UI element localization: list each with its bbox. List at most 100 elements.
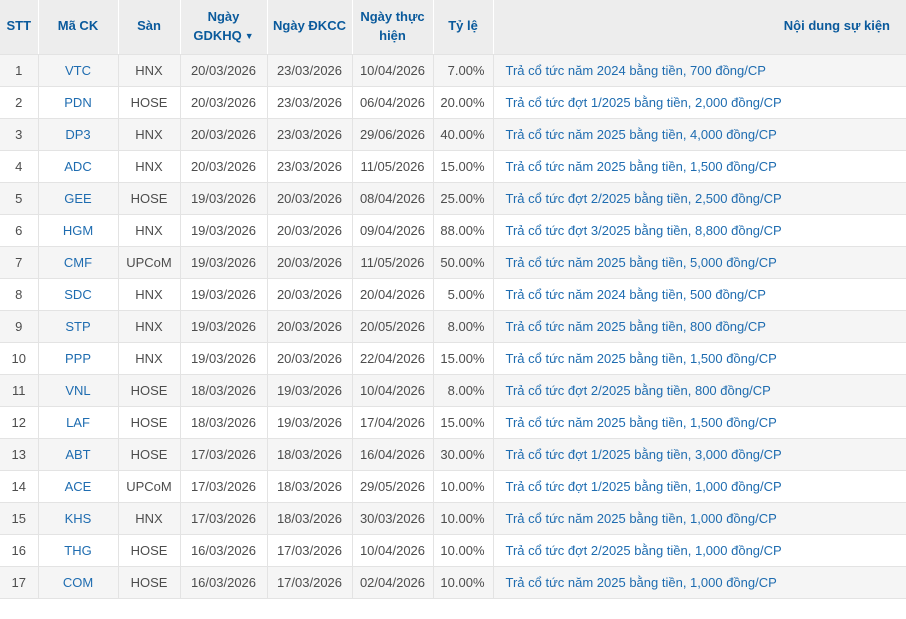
cell-san: UPCoM [117,245,180,278]
column-header-ty_le[interactable]: Tỷ lệ [432,0,493,55]
record-date: 23/03/2026 [276,158,343,174]
column-header-dkcc[interactable]: Ngày ĐKCC [266,0,352,55]
event-description-link[interactable]: Trả cổ tức năm 2024 bằng tiền, 700 đồng/… [505,62,766,78]
cell-noi_dung: Trả cổ tức năm 2025 bằng tiền, 1,000 đồn… [492,501,906,534]
ticker-link[interactable]: VTC [65,62,91,78]
cell-ty_le: 15.00% [432,405,493,438]
ticker-link[interactable]: SDC [64,286,92,302]
row-index: 15 [11,510,26,526]
event-description-link[interactable]: Trả cổ tức đợt 3/2025 bằng tiền, 8,800 đ… [505,222,782,238]
cell-thuc_hien: 16/04/2026 [351,437,433,470]
cell-ma_ck: PDN [37,85,118,118]
cell-noi_dung: Trả cổ tức đợt 1/2025 bằng tiền, 2,000 đ… [492,85,906,118]
cell-gdkhq: 20/03/2026 [179,85,267,118]
exchange-label: HNX [135,62,163,78]
ticker-link[interactable]: THG [64,542,92,558]
cell-san: HOSE [117,533,180,566]
ex-dividend-date: 19/03/2026 [190,190,257,206]
cell-gdkhq: 19/03/2026 [179,309,267,342]
column-header-san[interactable]: Sàn [117,0,180,55]
cell-thuc_hien: 10/04/2026 [351,533,433,566]
table-row: 7 CMF UPCoM 19/03/2026 20/03/2026 11/05/2026 5… [0,245,906,278]
ticker-link[interactable]: STP [65,318,91,334]
event-description-link[interactable]: Trả cổ tức năm 2025 bằng tiền, 1,500 đồn… [505,414,777,430]
ticker-link[interactable]: PPP [64,350,91,366]
record-date: 17/03/2026 [276,574,343,590]
table-row: 10 PPP HNX 19/03/2026 20/03/2026 22/04/2026 15… [0,341,906,374]
column-header-label: Ngày GDKHQ [193,8,242,43]
cell-san: HOSE [117,405,180,438]
cell-gdkhq: 18/03/2026 [179,405,267,438]
column-header-noi_dung[interactable]: Nội dung sự kiện [492,0,906,55]
ticker-link[interactable]: GEE [64,190,92,206]
ticker-link[interactable]: COM [62,574,94,590]
ratio-value: 8.00% [447,318,485,334]
ticker-link[interactable]: ABT [65,446,91,462]
execution-date: 02/04/2026 [359,574,426,590]
execution-date: 11/05/2026 [360,254,425,270]
cell-stt: 15 [0,501,38,534]
exchange-label: HOSE [130,542,168,558]
cell-ma_ck: THG [37,533,118,566]
cell-thuc_hien: 20/05/2026 [351,309,433,342]
column-header-thuc_hien[interactable]: Ngày thực hiện [351,0,433,55]
ticker-link[interactable]: CMF [63,254,93,270]
event-description-link[interactable]: Trả cổ tức năm 2025 bằng tiền, 1,500 đồn… [505,350,777,366]
column-header-ma_ck[interactable]: Mã CK [37,0,118,55]
cell-ty_le: 10.00% [432,501,493,534]
table-row: 1 VTC HNX 20/03/2026 23/03/2026 10/04/2026 7.0… [0,53,906,86]
ticker-link[interactable]: KHS [64,510,92,526]
event-description-link[interactable]: Trả cổ tức đợt 1/2025 bằng tiền, 2,000 đ… [505,94,782,110]
event-description-link[interactable]: Trả cổ tức năm 2025 bằng tiền, 800 đồng/… [505,318,766,334]
event-description-link[interactable]: Trả cổ tức năm 2024 bằng tiền, 500 đồng/… [505,286,766,302]
ratio-value: 15.00% [440,350,485,366]
event-description-link[interactable]: Trả cổ tức năm 2025 bằng tiền, 4,000 đồn… [505,126,777,142]
event-description-link[interactable]: Trả cổ tức đợt 2/2025 bằng tiền, 1,000 đ… [505,542,782,558]
exchange-label: UPCoM [126,254,172,270]
event-description-link[interactable]: Trả cổ tức đợt 2/2025 bằng tiền, 2,500 đ… [505,190,782,206]
event-description-link[interactable]: Trả cổ tức năm 2025 bằng tiền, 1,500 đồn… [505,158,777,174]
ticker-link[interactable]: ACE [64,478,92,494]
cell-dkcc: 20/03/2026 [266,213,352,246]
ex-dividend-date: 20/03/2026 [190,62,257,78]
column-header-label: Ngày ĐKCC [273,18,346,34]
event-description-link[interactable]: Trả cổ tức đợt 2/2025 bằng tiền, 800 đồn… [505,382,771,398]
record-date: 18/03/2026 [276,510,343,526]
cell-thuc_hien: 11/05/2026 [351,149,433,182]
event-description-link[interactable]: Trả cổ tức năm 2025 bằng tiền, 1,000 đồn… [505,574,777,590]
event-description-link[interactable]: Trả cổ tức năm 2025 bằng tiền, 5,000 đồn… [505,254,777,270]
cell-noi_dung: Trả cổ tức năm 2025 bằng tiền, 1,000 đồn… [492,565,906,599]
execution-date: 06/04/2026 [359,94,426,110]
ticker-link[interactable]: LAF [66,414,90,430]
ticker-link[interactable]: VNL [65,382,91,398]
record-date: 19/03/2026 [276,414,343,430]
column-header-gdkhq[interactable]: Ngày GDKHQ ▼ [179,0,267,55]
cell-dkcc: 17/03/2026 [266,565,352,599]
cell-ty_le: 15.00% [432,341,493,374]
ticker-link[interactable]: ADC [64,158,92,174]
event-description-link[interactable]: Trả cổ tức năm 2025 bằng tiền, 1,000 đồn… [505,510,777,526]
cell-noi_dung: Trả cổ tức đợt 2/2025 bằng tiền, 800 đồn… [492,373,906,406]
event-description-link[interactable]: Trả cổ tức đợt 1/2025 bằng tiền, 1,000 đ… [505,478,782,494]
ratio-value: 10.00% [440,510,485,526]
cell-thuc_hien: 09/04/2026 [351,213,433,246]
ratio-value: 20.00% [440,94,485,110]
ratio-value: 10.00% [440,478,485,494]
cell-stt: 4 [0,149,38,182]
cell-ty_le: 10.00% [432,533,493,566]
ticker-link[interactable]: PDN [64,94,92,110]
ratio-value: 50.00% [440,254,485,270]
record-date: 20/03/2026 [276,222,343,238]
ex-dividend-date: 16/03/2026 [190,574,257,590]
cell-noi_dung: Trả cổ tức đợt 1/2025 bằng tiền, 1,000 đ… [492,469,906,502]
cell-ty_le: 30.00% [432,437,493,470]
ticker-link[interactable]: DP3 [65,126,91,142]
cell-noi_dung: Trả cổ tức năm 2025 bằng tiền, 1,500 đồn… [492,149,906,182]
cell-ma_ck: SDC [37,277,118,310]
ticker-link[interactable]: HGM [62,222,94,238]
cell-dkcc: 19/03/2026 [266,405,352,438]
cell-thuc_hien: 08/04/2026 [351,181,433,214]
cell-stt: 7 [0,245,38,278]
cell-thuc_hien: 10/04/2026 [351,373,433,406]
event-description-link[interactable]: Trả cổ tức đợt 1/2025 bằng tiền, 3,000 đ… [505,446,782,462]
